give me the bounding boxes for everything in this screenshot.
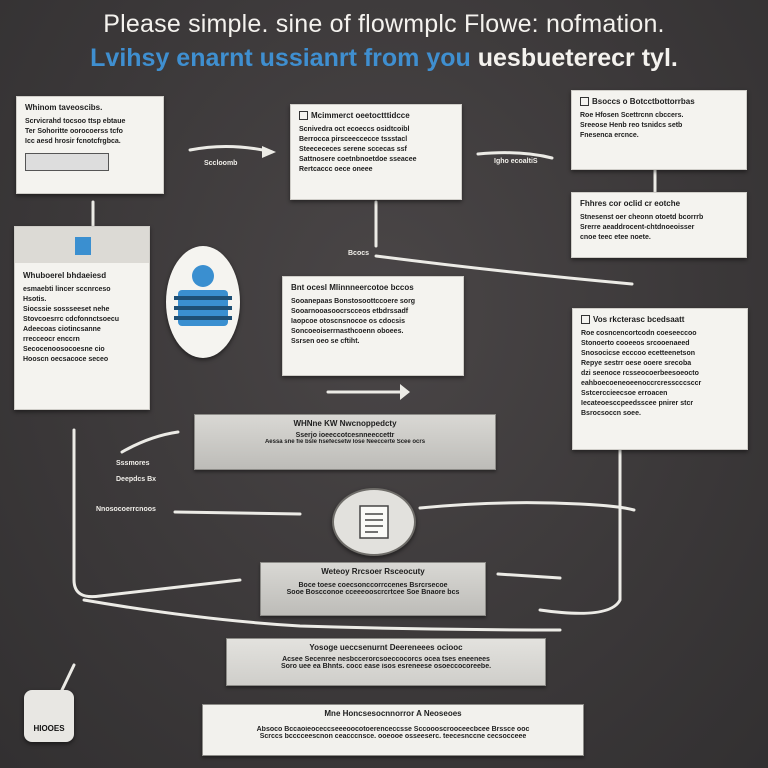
card-line: Scrvicrahd tocsoo ttsp ebtaue: [25, 118, 126, 125]
banner-sub: Sooe Boscconoe cceeeooscrcrtcee Soe Bnao…: [286, 589, 460, 596]
card-line: dzi seenoce rcsseocoerbeesoeocto: [581, 370, 699, 377]
document-icon: [359, 505, 389, 539]
banner-title: Yosoge ueccsenurnt Deereneees ociooc: [309, 643, 463, 652]
toolbar-icon: [25, 153, 109, 171]
jar-stick: [60, 663, 76, 692]
card-line: Ter Sohoritte oorocoerss tcfo: [25, 128, 123, 135]
card-line: eahboecoeneoeenoccrcresscccsccr: [581, 380, 702, 387]
card-line: Repye sestrr oese ooere srecoba: [581, 360, 692, 367]
connector-left-loop: [72, 428, 242, 599]
card-line: Hooscn oecsacoce seceo: [23, 356, 109, 363]
connector-bottom-curve: [82, 598, 562, 632]
card-line: Hsotis.: [23, 296, 47, 303]
banner-sub: Absoco Bccaoieoceccseeeoocotoerenceccsse…: [256, 726, 530, 733]
avatar: [166, 246, 240, 358]
card-line: Secocenoosocoesne cio: [23, 346, 105, 353]
card-top-center: Mcimmerct oeetoctttidcce Scnivedra oct e…: [290, 104, 462, 200]
card-line: Sooarnooasoocrscceos etbdrssadf: [291, 308, 409, 315]
card-line: Iaopcoe otoscnsnocoe os cdocsis: [291, 318, 405, 325]
banner-title: Weteoy Rrcsoer Rsceocuty: [321, 567, 425, 576]
card-heading: Whuboerel bhdaeiesd: [23, 271, 107, 280]
card-heading: Vos rkcterasc bcedsaatt: [593, 315, 685, 324]
checkbox-icon: [299, 111, 308, 121]
card-line: Siocssie sossseeset nehe: [23, 306, 110, 313]
left-label-b: Deepdcs Bx: [116, 476, 157, 483]
card-heading: Bsoccs o Botcctbottorrbas: [592, 97, 695, 106]
card-line: cnoe teec etee noete.: [580, 234, 651, 241]
card-line: Stnesenst oer cheonn otoetd bcorrrb: [580, 214, 704, 221]
jar-label: HIOOES: [33, 724, 65, 733]
card-line: Icc aesd hrosir fcnotcfrgbca.: [25, 138, 121, 145]
card-right-lower: Vos rkcterasc bcedsaatt Roe cosncencortc…: [572, 308, 748, 450]
connector-jar-right: [418, 501, 636, 512]
card-line: Adeecoas ciotincsanne: [23, 326, 101, 333]
connector-to-right: [374, 254, 634, 286]
bookmark-icon: [75, 237, 91, 255]
page-title-line1: Please simple. sine of flowmplc Flowe: n…: [103, 10, 665, 38]
card-line: Sstcerccieecsoe erroacen: [581, 390, 668, 397]
left-label-c: Nnosocoerrcnoos: [96, 506, 156, 513]
arrow-label-2: Igho ecoaltiS: [494, 158, 538, 165]
card-line: Srerre aeaddrocent-chtdnoeoisser: [580, 224, 695, 231]
connector-right-loop: [538, 446, 622, 615]
card-line: Fnesenca ercnce.: [580, 132, 639, 139]
card-line: Snosocicse ecccoo ecetteenetson: [581, 350, 695, 357]
checkbox-icon: [581, 315, 590, 325]
checkbox-icon: [580, 97, 589, 107]
card-line: Iecateoesccpeedsscee pnirer stcr: [581, 400, 694, 407]
card-line: Scnivedra oct ecoeccs osidtcoibl: [299, 126, 410, 133]
title-rest: uesbueterecr tyl.: [477, 44, 678, 72]
connector-topleft-center: [188, 144, 274, 154]
left-label-a: Sssmores: [116, 460, 150, 467]
banner-title: Mne Honcsesocnnorror A Neoseoes: [324, 709, 462, 718]
card-right-middle: Fhhres cor oclid cr eotche Stnesenst oer…: [571, 192, 747, 258]
banner-title: WHNne KW Nwcnoppedcty: [293, 419, 397, 428]
banner-sub: Acsee Secenree nesbccerorcsoeccocorcs oc…: [282, 656, 490, 663]
card-top-right: Bsoccs o Botcctbottorrbas Roe Hfosen Sce…: [571, 90, 747, 170]
card-line: Bsrocsoccn soee.: [581, 410, 641, 417]
card-line: Berrocca pirsceeccecce tssstacl: [299, 136, 408, 143]
card-heading: Whinom taveoscibs.: [25, 103, 103, 112]
card-top-left: Whinom taveoscibs. Scrvicrahd tocsoo tts…: [16, 96, 164, 194]
banner-sub: Aessa sne fie bsle hsefecsetw lose Neecc…: [264, 439, 426, 445]
banner-3: Yosoge ueccsenurnt Deereneees ociooc Acs…: [226, 638, 546, 686]
card-line: rrecceocr enccrn: [23, 336, 80, 343]
card-line: Steecececes serene sccecas ssf: [299, 146, 407, 153]
banner-4: Mne Honcsesocnnorror A Neoseoes Absoco B…: [202, 704, 584, 756]
card-center-middle: Bnt ocesl Mlinnneercotoe bccos Sooanepaa…: [282, 276, 464, 376]
banner-sub: Sserjo ioeeccotcesnneeccettr: [295, 432, 395, 439]
banner-2: Weteoy Rrcsoer Rsceocuty Boce toese coec…: [260, 562, 486, 616]
banner-1: WHNne KW Nwcnoppedcty Sserjo ioeeccotces…: [194, 414, 496, 470]
jar-icon: HIOOES: [24, 690, 74, 742]
connector-center-topright: [476, 151, 554, 160]
mid-note-label: Bcocs: [348, 250, 370, 257]
page-title-line2: Lvihsy enarnt ussianrt from you uesbuete…: [0, 44, 768, 73]
connector-left-arrow: [120, 430, 180, 454]
banner-sub: Scrccs bcccceescnon ceacccnsce. ooeooe o…: [259, 733, 527, 740]
card-left-middle: Whuboerel bhdaeiesd esmaebti lincer sccn…: [14, 226, 150, 410]
card-line: Rertcaccc oece oneee: [299, 166, 373, 173]
banner-sub: Soro uee ea Bhnts. cocc ease isos esrene…: [280, 663, 492, 670]
document-badge: [332, 488, 416, 556]
card-heading: Bnt ocesl Mlinnneercotoe bccos: [291, 283, 414, 292]
title-highlight: Lvihsy enarnt ussianrt from you: [90, 44, 471, 72]
card-line: esmaebti lincer sccnrceso: [23, 286, 111, 293]
card-heading: Fhhres cor oclid cr eotche: [580, 199, 681, 208]
card-line: Stonoerto cooeeos srcooenaeed: [581, 340, 690, 347]
connector-b2-right: [496, 572, 562, 580]
card-line: Sreeose Henb reo tsnidcs setb: [580, 122, 683, 129]
card-line: Soncoeoiserrnasthcoenn oboees.: [291, 328, 404, 335]
card-line: Sattnosere coetnbnoetdoe sseacee: [299, 156, 417, 163]
user-avatar-icon: [174, 265, 232, 326]
card-line: Stovcoesrrc cdcfonnctsoecu: [23, 316, 120, 323]
card-heading: Mcimmerct oeetoctttidcce: [311, 111, 410, 120]
card-line: Ssrsen oeo se cftiht.: [291, 338, 360, 345]
connector-left-jar: [173, 510, 302, 516]
arrow-label-1: Sccloomb: [204, 160, 238, 167]
card-line: Roe cosncencortcodn coeseeccoo: [581, 330, 697, 337]
card-line: Roe Hfosen Scettrcnn cbccers.: [580, 112, 684, 119]
banner-sub: Boce toese coecsonccorrccenes Bsrcrsecoe: [298, 582, 448, 589]
card-line: Sooanepaas Bonstosoottccoere sorg: [291, 298, 416, 305]
